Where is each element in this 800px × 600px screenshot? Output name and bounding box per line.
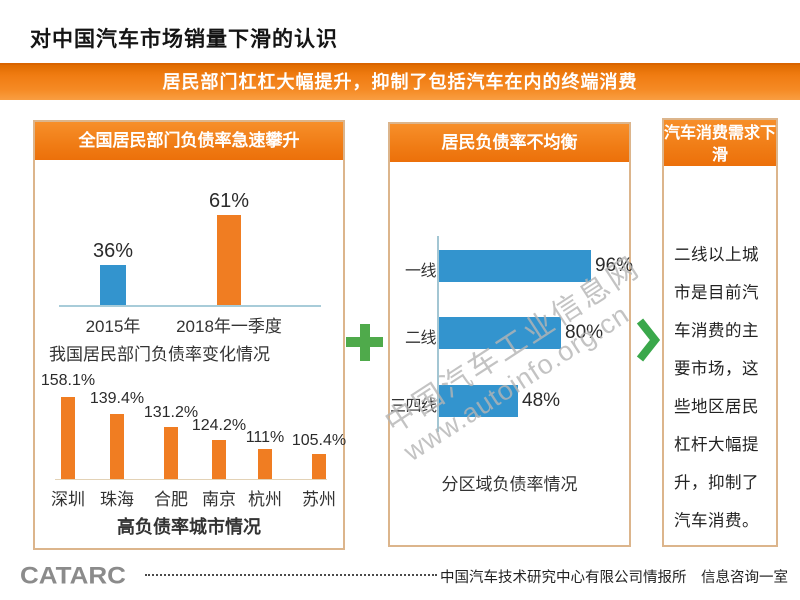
chart2-baseline: [55, 479, 327, 480]
region-value-tier2: 80%: [565, 322, 604, 343]
city-bar-hangzhou: [258, 449, 272, 479]
bar-2018: [217, 215, 241, 305]
region-label-tier2: 二线: [404, 330, 437, 347]
city-bar-zhuhai: [110, 414, 124, 479]
city-bar-suzhou: [312, 454, 326, 479]
banner-text: 居民部门杠杠大幅提升，抑制了包括汽车在内的终端消费: [162, 72, 638, 92]
region-value-tier34: 48%: [522, 390, 561, 411]
city-label-hefei: 合肥: [154, 490, 188, 509]
city-bar-shenzhen: [61, 397, 75, 479]
chart3-axis: [437, 236, 439, 432]
panel-auto-demand: 汽车消费需求下滑 二线以上城市是目前汽车消费的主要市场，这些地区居民杠杆大幅提升…: [662, 118, 778, 547]
city-label-shenzhen: 深圳: [51, 490, 85, 509]
chart2-caption: 高负债率城市情况: [117, 517, 261, 537]
city-label-hangzhou: 杭州: [248, 490, 282, 509]
city-value-zhuhai: 139.4%: [89, 390, 145, 407]
city-label-nanjing: 南京: [202, 490, 236, 509]
catarc-logo: CATARC: [20, 561, 126, 589]
city-bar-nanjing: [212, 440, 226, 479]
chart1-baseline: [59, 305, 321, 307]
region-value-tier1: 96%: [595, 255, 634, 276]
bar-2015: [100, 265, 126, 305]
footer-dotted-line: [145, 574, 437, 576]
city-bar-hefei: [164, 427, 178, 479]
city-value-nanjing: 124.2%: [191, 417, 247, 434]
region-bar-tier34: [439, 385, 518, 417]
region-label-tier1: 一线: [404, 263, 437, 280]
panel-middle-header: 居民负债率不均衡: [390, 124, 629, 162]
panel-region-debt: 居民负债率不均衡 一线 96% 二线 80% 三四线 48% 分区域负债率情况: [388, 122, 634, 547]
axis-label-2018: 2018年一季度: [176, 317, 282, 336]
city-value-hangzhou: 111%: [245, 429, 285, 446]
chart3-caption: 分区域负债率情况: [441, 475, 578, 494]
panel-right-header: 汽车消费需求下滑: [664, 120, 776, 166]
city-value-hefei: 131.2%: [143, 404, 199, 421]
region-bar-tier1: [439, 250, 591, 282]
city-value-suzhou: 105.4%: [291, 432, 347, 449]
city-value-shenzhen: 158.1%: [40, 372, 96, 389]
region-label-tier34: 三四线: [390, 398, 437, 415]
footer-org-text: 中国汽车技术研究中心有限公司情报所 信息咨询一室: [440, 570, 788, 586]
city-label-suzhou: 苏州: [302, 490, 336, 509]
bar-value-2015: 36%: [92, 240, 134, 262]
bar-value-2018: 61%: [208, 190, 250, 212]
panel-national-debt: 全国居民部门负债率急速攀升 61% 36% 2015年 2018年一季度 我国居…: [33, 120, 346, 550]
chart1-caption: 我国居民部门负债率变化情况: [49, 345, 270, 364]
city-label-zhuhai: 珠海: [100, 490, 134, 509]
panel-right-body: 二线以上城市是目前汽车消费的主要市场，这些地区居民杠杆大幅提升，抑制了汽车消费。: [674, 246, 759, 530]
axis-label-2015: 2015年: [85, 317, 141, 336]
page-title: 对中国汽车市场销量下滑的认识: [30, 28, 338, 51]
banner: 居民部门杠杠大幅提升，抑制了包括汽车在内的终端消费: [0, 63, 800, 100]
panel-left-header: 全国居民部门负债率急速攀升: [35, 122, 343, 160]
chevron-right-icon: [636, 317, 661, 363]
region-bar-tier2: [439, 317, 561, 349]
